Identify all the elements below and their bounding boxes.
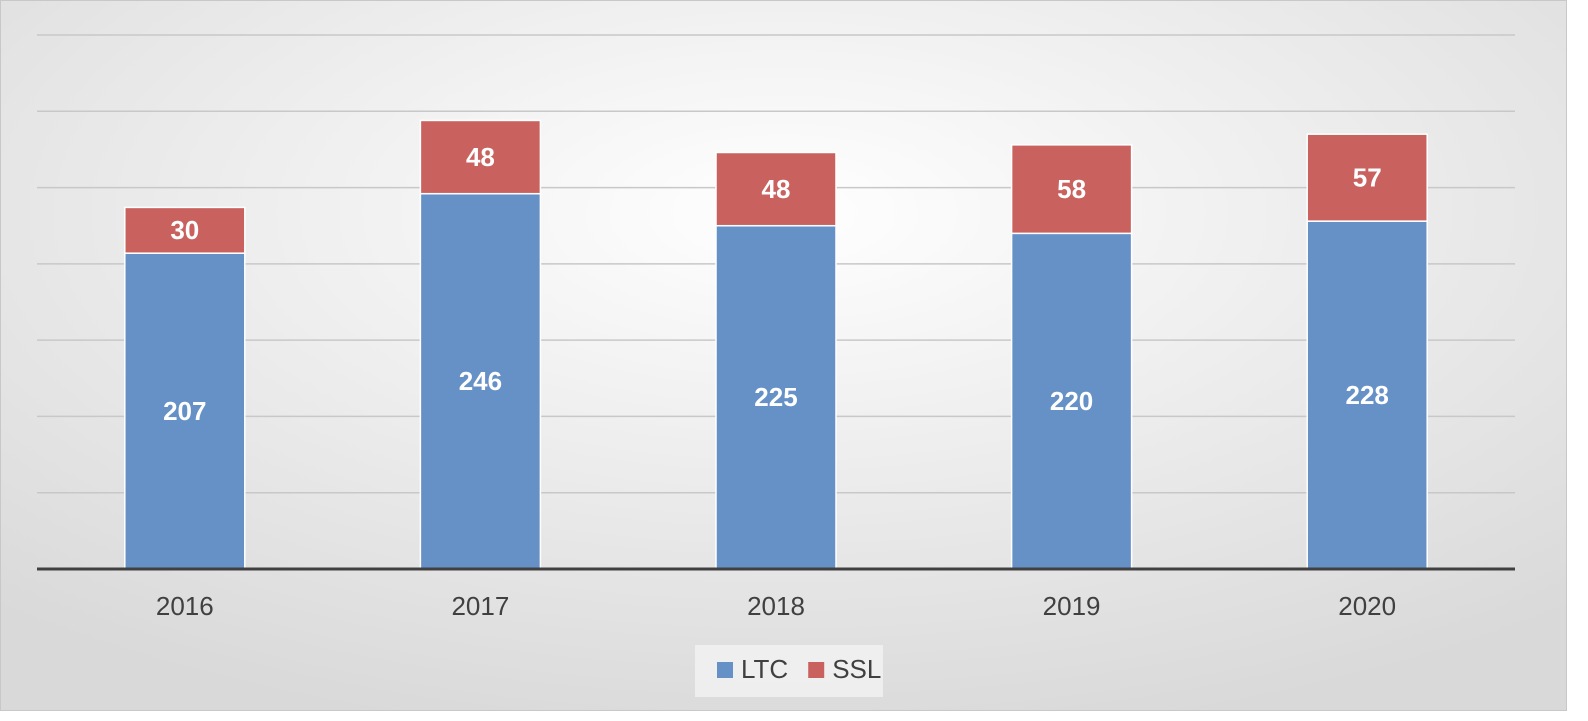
- x-tick-label: 2016: [156, 591, 214, 621]
- bar-segment: [1010, 232, 1133, 570]
- legend-swatch: [808, 662, 825, 678]
- legend-swatch: [717, 662, 733, 678]
- data-label: 220: [1050, 386, 1093, 416]
- data-label: 207: [163, 396, 206, 426]
- bar-segment: [1010, 144, 1133, 235]
- bar-segment: [715, 151, 837, 227]
- data-label: 246: [459, 366, 502, 396]
- data-label: 48: [466, 142, 495, 172]
- bar-segment: [124, 252, 246, 570]
- data-label: 57: [1353, 163, 1382, 193]
- bar-segment: [419, 192, 542, 570]
- data-label: 225: [754, 382, 797, 412]
- x-tick-label: 2017: [451, 591, 509, 621]
- bar-segment: [715, 224, 837, 570]
- bar-segment: [1306, 220, 1428, 570]
- legend-label: LTC: [741, 654, 788, 684]
- bar-segment: [124, 206, 246, 254]
- data-label: 58: [1057, 174, 1086, 204]
- data-label: 30: [170, 215, 199, 245]
- data-label: 228: [1346, 380, 1389, 410]
- legend-label: SSL: [832, 654, 881, 684]
- x-tick-label: 2018: [747, 591, 805, 621]
- bar-segment: [419, 119, 542, 195]
- x-tick-label: 2019: [1043, 591, 1101, 621]
- data-label: 48: [762, 174, 791, 204]
- bar-segment: [1306, 133, 1428, 222]
- x-tick-label: 2020: [1338, 591, 1396, 621]
